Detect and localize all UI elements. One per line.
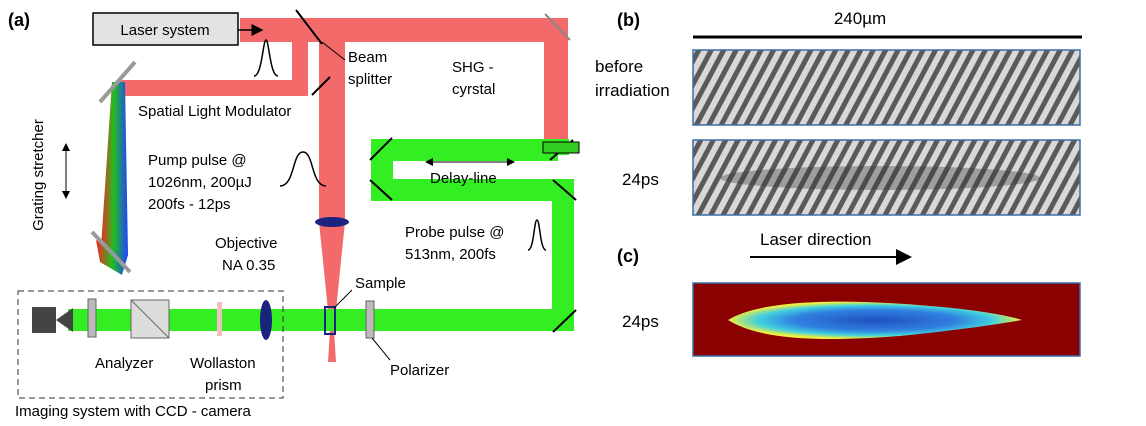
splitter-label: Beam xyxy=(348,49,387,66)
objective-label: Objective xyxy=(215,235,278,252)
sample-label: Sample xyxy=(355,275,406,292)
shg-label: cyrstal xyxy=(452,81,495,98)
pump-label: Pump pulse @ xyxy=(148,152,247,169)
delay-label: 24ps xyxy=(622,170,659,189)
pump-label: 1026nm, 200µJ xyxy=(148,174,252,191)
imaging-label: Imaging system with CCD - camera xyxy=(15,403,252,420)
panel-label: (a) xyxy=(8,10,30,30)
pump-label: 200fs - 12ps xyxy=(148,196,231,213)
panel-label: (c) xyxy=(617,246,639,266)
splitter-label: splitter xyxy=(348,71,392,88)
polarizer-label: Polarizer xyxy=(390,362,449,379)
laser-label: Laser system xyxy=(120,22,209,39)
delay-label: 24ps xyxy=(622,312,659,331)
slm-label: Spatial Light Modulator xyxy=(138,103,291,120)
analyzer-label: Analyzer xyxy=(95,355,153,372)
scale-label: 240µm xyxy=(834,9,886,28)
image-before xyxy=(693,50,1080,125)
objective-label: NA 0.35 xyxy=(222,257,275,274)
panel-label: (b) xyxy=(617,10,640,30)
probe-label: Probe pulse @ xyxy=(405,224,504,241)
delay-label: Delay-line xyxy=(430,170,497,187)
wollaston-label: prism xyxy=(205,377,242,394)
direction-label: Laser direction xyxy=(760,230,872,249)
damage-shadow xyxy=(720,166,1040,190)
shg-label: SHG - xyxy=(452,59,494,76)
before-label: irradiation xyxy=(595,81,670,100)
stretcher-label: Grating stretcher xyxy=(30,119,47,231)
setup-figure: (a) Laser system Beam splitter Spatial L… xyxy=(0,0,1146,426)
probe-label: 513nm, 200fs xyxy=(405,246,496,263)
wollaston-label: Wollaston xyxy=(190,355,256,372)
before-label: before xyxy=(595,57,643,76)
